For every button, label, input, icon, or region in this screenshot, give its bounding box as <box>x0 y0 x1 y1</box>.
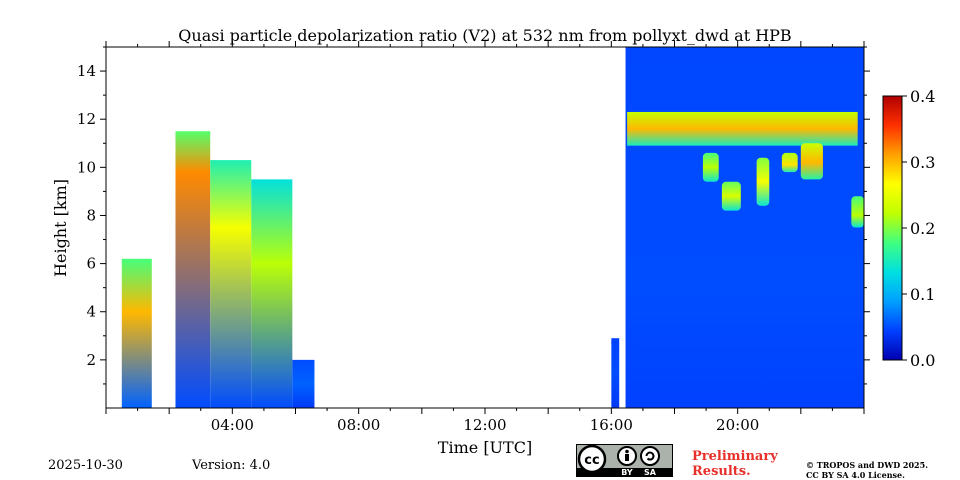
sa-icon-arrow <box>645 451 655 461</box>
colorbar-tick-label: 0.0 <box>910 351 935 370</box>
version-label: Version: 4.0 <box>192 458 271 473</box>
heatmap-cirrus-fallstreak-2 <box>721 181 741 211</box>
heatmap-cloud-column-b <box>210 160 252 408</box>
x-axis-label: Time [UTC] <box>438 438 532 457</box>
by-icon-body <box>625 454 629 461</box>
sa-share-alike-icon <box>640 446 660 466</box>
y-tick-label: 10 <box>77 158 96 176</box>
x-axis: 04:00 08:00 12:00 16:00 20:00 <box>105 41 865 434</box>
heatmap-cirrus-band <box>627 111 858 146</box>
preliminary-line-1: Preliminary <box>692 449 778 464</box>
colorbar-tick-label: 0.4 <box>910 87 935 106</box>
heatmap-cirrus-fallstreak-3 <box>756 157 770 206</box>
cc-icon <box>577 444 607 474</box>
heatmap-cirrus-fallstreak-4 <box>781 152 798 173</box>
x-tick-label: 08:00 <box>337 416 380 434</box>
y-tick-label: 6 <box>86 255 96 273</box>
preliminary-line-2: Results. <box>692 464 751 479</box>
cc-icon-text: cc <box>584 453 599 468</box>
heatmap-early-aerosol-column <box>121 258 152 408</box>
colorbar-tick-label: 0.3 <box>910 153 935 172</box>
heatmap-evening-short-profile <box>611 338 620 408</box>
colorbar-tick-label: 0.2 <box>910 219 935 238</box>
by-label: BY <box>621 468 633 477</box>
y-axis: 2 4 6 8 10 12 14 <box>77 46 870 385</box>
x-tick-label: 16:00 <box>590 416 633 434</box>
x-tick-label: 04:00 <box>211 416 254 434</box>
heatmap-cloud-column-c <box>251 179 293 408</box>
heatmap-cirrus-fallstreak-6 <box>851 196 864 228</box>
copyright-note: © TROPOS and DWD 2025. CC BY SA 4.0 Lice… <box>806 460 928 480</box>
heatmap-cirrus-fallstreak-1 <box>702 152 719 182</box>
copyright-line-2: CC BY SA 4.0 License. <box>806 470 905 480</box>
y-tick-label: 12 <box>77 110 96 128</box>
date-label: 2025-10-30 <box>48 458 123 473</box>
heatmap-plot-area <box>121 47 864 408</box>
y-tick-label: 14 <box>77 62 96 80</box>
chart-title: Quasi particle depolarization ratio (V2)… <box>178 26 791 45</box>
heatmap-low-layer-tail <box>292 359 315 408</box>
copyright-line-1: © TROPOS and DWD 2025. <box>806 460 928 470</box>
preliminary-results-note: Preliminary Results. <box>692 449 778 479</box>
x-tick-label: 12:00 <box>463 416 506 434</box>
y-tick-label: 4 <box>86 303 96 321</box>
y-tick-label: 8 <box>86 206 96 224</box>
cc-license-badge: cc BY SA <box>576 444 673 477</box>
heatmap-cirrus-fallstreak-5 <box>800 143 823 180</box>
heatmap-cloud-column-a <box>175 131 211 408</box>
y-tick-label: 2 <box>86 351 96 369</box>
by-icon-head <box>625 449 629 454</box>
y-axis-label: Height [km] <box>51 179 70 277</box>
heatmap-evening-full-column <box>625 47 864 408</box>
colorbar-tick-label: 0.1 <box>910 285 935 304</box>
colorbar-ticks: 0.0 0.1 0.2 0.3 0.4 <box>902 87 935 370</box>
sa-label: SA <box>644 468 657 477</box>
x-tick-label: 20:00 <box>716 416 759 434</box>
colorbar <box>882 95 903 361</box>
